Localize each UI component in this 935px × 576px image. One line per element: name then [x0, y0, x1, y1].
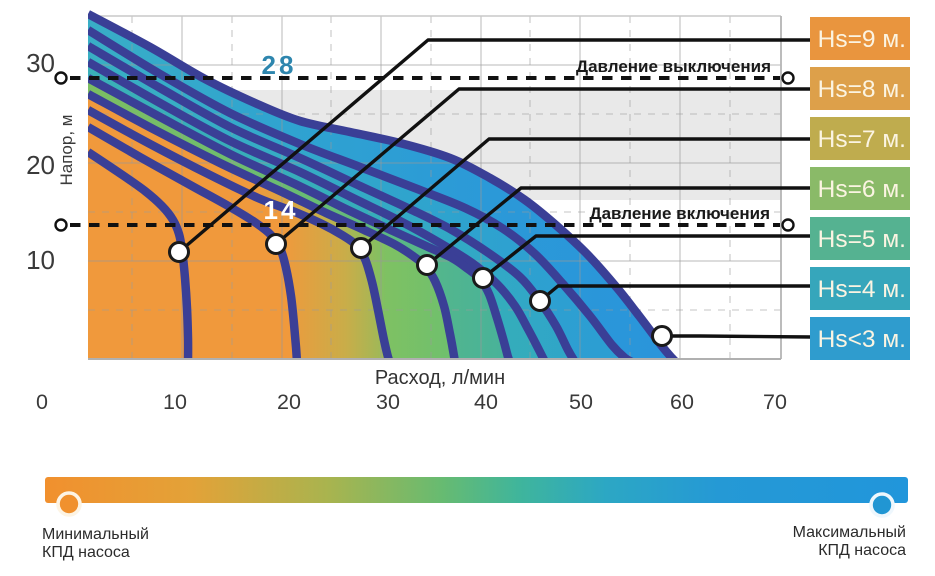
svg-text:20: 20	[26, 150, 55, 180]
svg-text:Hs=5 м.: Hs=5 м.	[818, 226, 906, 253]
svg-text:Максимальный: Максимальный	[793, 524, 906, 541]
svg-text:Напор, м: Напор, м	[57, 115, 76, 186]
svg-text:30: 30	[26, 48, 55, 78]
svg-text:Расход, л/мин: Расход, л/мин	[375, 367, 505, 389]
svg-text:10: 10	[26, 245, 55, 275]
svg-text:10: 10	[163, 390, 187, 414]
svg-text:30: 30	[376, 390, 400, 414]
svg-text:Hs=8 м.: Hs=8 м.	[818, 76, 906, 103]
svg-text:Hs=6 м.: Hs=6 м.	[818, 176, 906, 203]
svg-text:50: 50	[569, 390, 593, 414]
svg-text:Hs=4 м.: Hs=4 м.	[818, 276, 906, 303]
svg-text:20: 20	[277, 390, 301, 414]
svg-text:Hs<3 м.: Hs<3 м.	[818, 326, 906, 353]
svg-text:14: 14	[264, 195, 299, 225]
svg-text:Hs=9 м.: Hs=9 м.	[818, 26, 906, 53]
svg-text:60: 60	[670, 390, 694, 414]
svg-text:Минимальный: Минимальный	[42, 526, 149, 543]
svg-text:Давление включения: Давление включения	[589, 204, 770, 223]
svg-text:Давление выключения: Давление выключения	[576, 57, 771, 76]
svg-text:28: 28	[262, 50, 297, 80]
svg-text:0: 0	[36, 390, 48, 414]
svg-text:40: 40	[474, 390, 498, 414]
svg-text:КПД насоса: КПД насоса	[42, 544, 130, 561]
svg-text:70: 70	[763, 390, 787, 414]
svg-text:КПД насоса: КПД насоса	[818, 542, 906, 559]
svg-text:Hs=7 м.: Hs=7 м.	[818, 126, 906, 153]
